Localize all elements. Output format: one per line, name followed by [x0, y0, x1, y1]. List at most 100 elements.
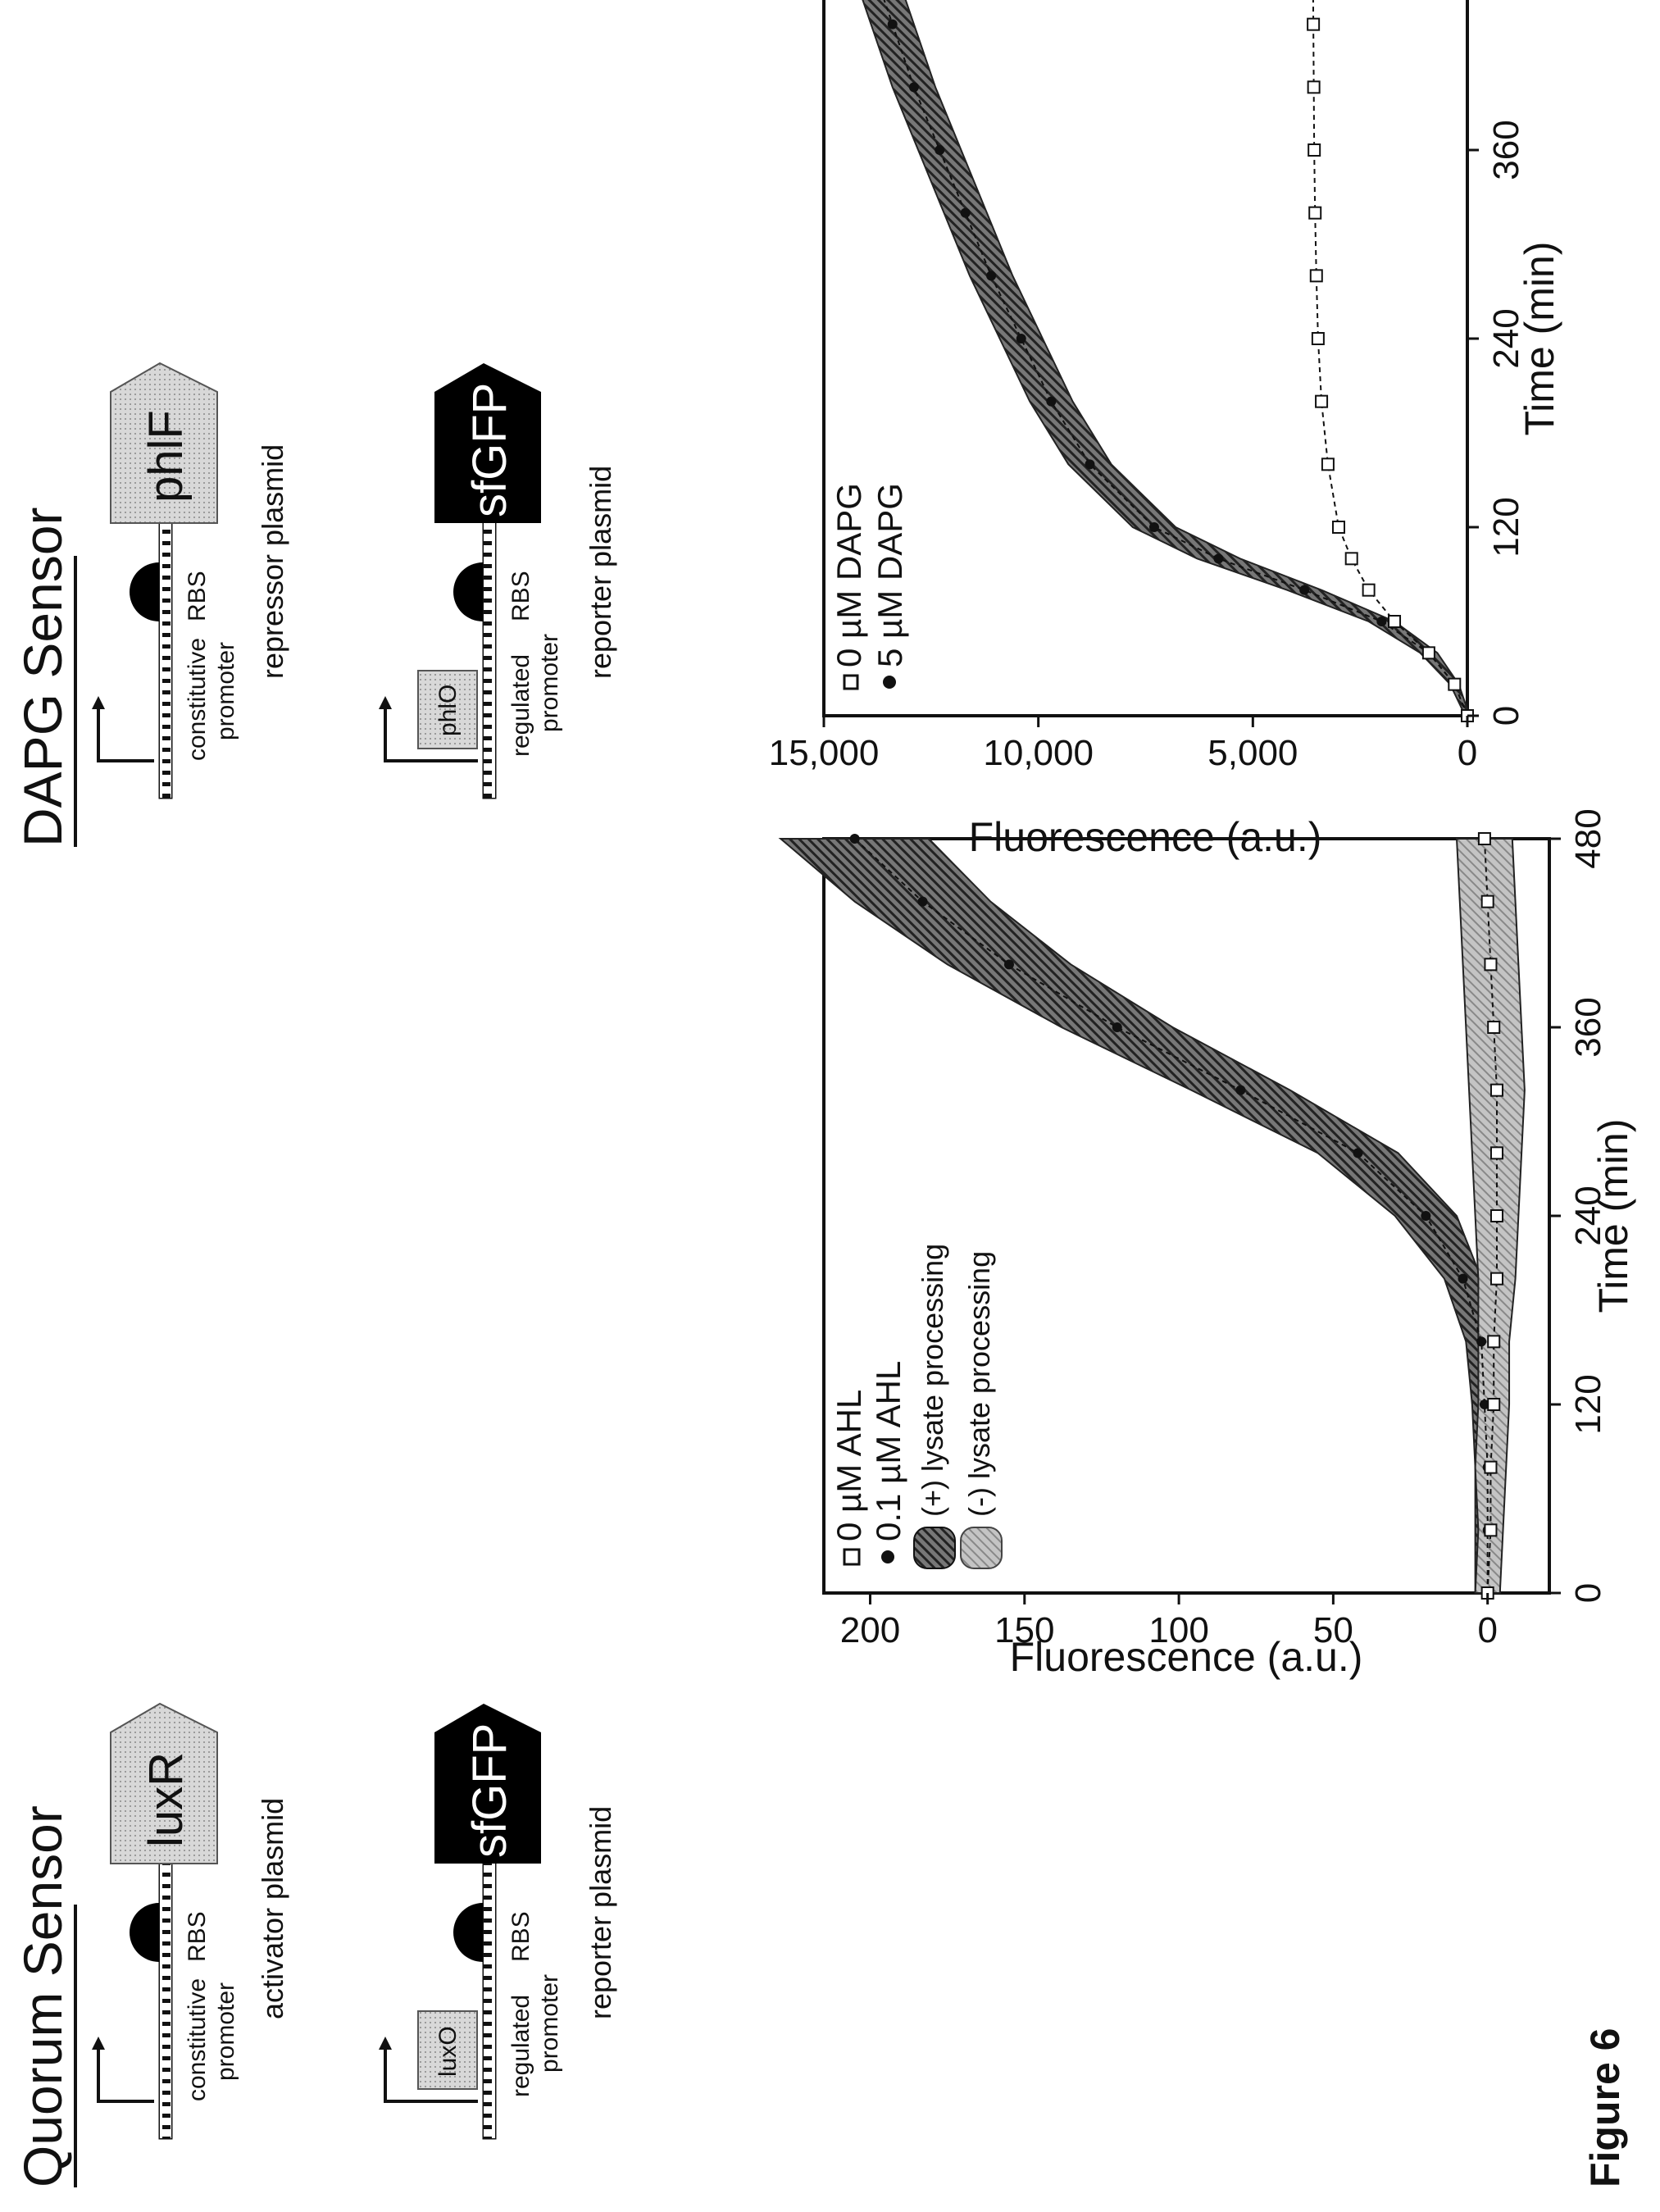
data-point	[1085, 459, 1095, 470]
legend-label: 5 µM DAPG	[871, 483, 909, 667]
repressor-plasmid-diagram: phlF constitutive promoter RBS repressor…	[92, 362, 289, 799]
marker-layer	[849, 832, 1503, 1600]
rbs-icon	[453, 562, 483, 621]
y-tick-label: 100	[1148, 1610, 1208, 1650]
data-point	[1480, 894, 1494, 908]
data-point	[917, 896, 928, 907]
arrowhead-icon	[379, 2037, 392, 2050]
legend-dot-marker	[881, 1550, 894, 1563]
x-tick-label: 240	[1568, 1186, 1608, 1245]
plasmid-name: reporter plasmid	[584, 1806, 617, 2019]
promoter-arrow-icon	[97, 708, 154, 762]
data-point	[1362, 583, 1376, 597]
data-point	[887, 19, 898, 30]
promoter-label-2: promoter	[536, 1974, 563, 2073]
data-point	[1487, 1335, 1501, 1349]
y-tick-label: 5,000	[1207, 733, 1298, 773]
gene-label: sfGFP	[463, 1723, 516, 1858]
rbs-label: RBS	[507, 571, 534, 621]
promoter-label-2: promoter	[536, 634, 563, 732]
operator-box	[417, 2010, 478, 2090]
legend-square-marker	[843, 1548, 861, 1566]
y-tick-label: 200	[840, 1610, 900, 1650]
data-point	[1315, 394, 1329, 408]
series-line	[870, 0, 1468, 717]
y-axis-label: Fluorescence (a.u.)	[969, 814, 1322, 860]
legend-dark-swatch	[913, 1527, 956, 1569]
y-tick-label: 0	[1477, 1610, 1497, 1650]
dna-hatch	[484, 453, 495, 798]
gene-arrow-sfGFP	[434, 363, 541, 523]
panel-title: DAPG Sensor	[12, 507, 73, 848]
plasmid-name: reporter plasmid	[584, 466, 617, 679]
legend-label: (-) lysate processing	[962, 1251, 996, 1517]
data-point	[1308, 206, 1322, 220]
legend-label: 0 µM AHL	[830, 1390, 868, 1541]
gene-label: sfGFP	[463, 383, 516, 517]
data-point	[1299, 585, 1310, 595]
legend-dot-marker	[883, 676, 896, 689]
confidence-band	[848, 0, 1471, 717]
x-tick-label: 480	[1568, 808, 1608, 868]
y-tick-label: 0	[1458, 733, 1477, 773]
reporter-plasmid-diagram: phlO sfGFP regulated promoter RBS report…	[379, 363, 617, 799]
operator-label: phlO	[434, 685, 462, 736]
data-point	[1112, 1022, 1122, 1032]
rbs-icon	[130, 1903, 159, 1962]
promoter-label-2: promoter	[212, 1982, 239, 2081]
y-axis-label: Fluorescence (a.u.)	[1010, 1634, 1363, 1680]
data-point	[986, 271, 997, 281]
rbs-label: RBS	[507, 1911, 534, 1962]
data-point	[960, 207, 971, 218]
y-axis: 0 50 100 150 200	[840, 1593, 1498, 1650]
data-point	[1489, 1272, 1503, 1286]
x-tick-label: 0	[1568, 1583, 1608, 1603]
data-point	[1353, 1148, 1363, 1158]
data-point	[1489, 1146, 1503, 1160]
data-point	[1479, 1400, 1489, 1409]
dna-hatch	[160, 453, 171, 798]
dapg-sensor-panel: DAPG Sensor phlF constitutive promoter R…	[12, 0, 1562, 860]
x-axis-label: Time (min)	[1590, 1118, 1636, 1313]
arrowhead-icon	[379, 696, 392, 709]
activator-plasmid-diagram: luxR constitutive promoter RBS activator…	[92, 1702, 289, 2140]
promoter-arrow-icon	[384, 708, 478, 762]
data-point	[1458, 1273, 1468, 1284]
data-point	[1003, 959, 1014, 970]
gene-arrow-sfGFP	[434, 1704, 541, 1864]
gene-label: phlF	[139, 410, 193, 503]
data-point	[1376, 617, 1387, 626]
operator-label: luxO	[434, 2026, 462, 2077]
legend: 0 µM DAPG 5 µM DAPG	[830, 483, 909, 690]
reporter-plasmid-diagram: luxO sfGFP regulated promoter RBS report…	[379, 1704, 617, 2140]
legend-square-marker	[843, 674, 859, 690]
x-tick-label: 120	[1568, 1374, 1608, 1434]
data-point	[1448, 677, 1462, 691]
dna-hatch	[160, 1794, 171, 2138]
data-point	[849, 834, 860, 844]
promoter-label: constitutive	[184, 638, 211, 761]
y-tick-label: 15,000	[769, 733, 880, 773]
data-point	[1487, 1398, 1501, 1411]
line-layer	[870, 0, 1468, 717]
x-tick-label: 0	[1486, 706, 1526, 726]
data-point	[1484, 1460, 1498, 1474]
promoter-label: regulated	[507, 1995, 534, 2097]
series-line	[1312, 0, 1468, 717]
figure-label: Figure 6	[1582, 2028, 1628, 2187]
quorum-fluorescence-chart: 0 120 240 360 480 0 50 100 150 200 Time (min) Fl…	[778, 808, 1636, 1680]
panel-title: Quorum Sensor	[12, 1805, 73, 2187]
legend-light-swatch	[960, 1527, 1003, 1569]
data-point	[1213, 553, 1224, 564]
data-point	[1309, 269, 1323, 283]
data-point	[1388, 615, 1402, 628]
rbs-icon	[453, 1903, 483, 1962]
data-point	[1489, 1083, 1503, 1097]
legend-label: 0.1 µM AHL	[869, 1361, 907, 1541]
data-point	[1016, 334, 1026, 344]
promoter-label: regulated	[507, 654, 534, 757]
